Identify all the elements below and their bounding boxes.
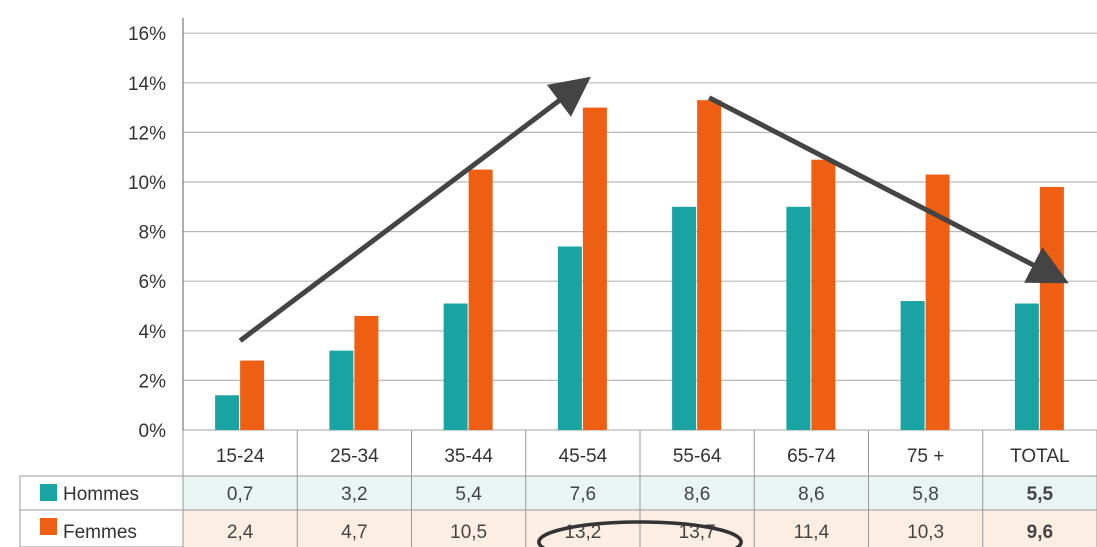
data-label-femmes: 4,7	[341, 522, 367, 543]
bar-hommes-55-64	[672, 206, 697, 430]
x-category-label: 15-24	[216, 446, 265, 467]
bar-femmes-65-74	[811, 159, 836, 430]
bar-hommes-15-24	[215, 395, 240, 430]
data-label-hommes: 0,7	[227, 484, 253, 505]
y-tick-label: 10%	[128, 173, 166, 194]
bar-femmes-total	[1039, 186, 1064, 430]
bar-femmes-15-24	[240, 360, 265, 430]
grid-lines	[182, 18, 1097, 431]
data-label-femmes: 11,4	[794, 522, 830, 543]
y-tick-label: 6%	[139, 272, 167, 293]
data-label-hommes: 5,4	[455, 484, 482, 505]
bar-hommes-75	[900, 301, 925, 430]
x-category-label: 55-64	[673, 446, 722, 467]
bar-hommes-25-34	[329, 350, 354, 430]
bar-hommes-total	[1014, 303, 1039, 430]
y-axis-ticks: 0% 2% 4% 6% 8% 10% 12% 14% 16%	[128, 24, 166, 442]
data-label-femmes: 9,6	[1027, 522, 1053, 543]
bar-femmes-55-64	[697, 100, 722, 430]
legend-swatch-femmes	[40, 518, 57, 535]
x-category-label: 35-44	[444, 446, 493, 467]
annotations	[238, 76, 1069, 547]
legend-swatch-hommes	[40, 484, 57, 501]
data-label-hommes: 8,6	[798, 484, 824, 505]
data-label-hommes: 3,2	[341, 484, 367, 505]
y-tick-label: 4%	[139, 322, 167, 343]
bar-hommes-35-44	[443, 303, 468, 430]
y-tick-label: 12%	[128, 123, 166, 144]
data-label-hommes: 5,5	[1027, 484, 1054, 505]
data-label-femmes: 2,4	[227, 522, 254, 543]
bar-hommes-65-74	[786, 206, 811, 430]
y-tick-label: 0%	[139, 421, 167, 442]
x-category-label: 65-74	[787, 446, 836, 467]
data-label-hommes: 5,8	[912, 484, 938, 505]
trend-arrow	[238, 76, 591, 343]
x-category-label: 25-34	[330, 446, 379, 467]
y-tick-label: 16%	[128, 24, 166, 45]
legend-label-hommes: Hommes	[63, 484, 139, 505]
data-label-femmes: 10,3	[907, 522, 944, 543]
data-table: 15-24 25-34 35-44 45-54 55-64 65-74 75 + TOTAL H…	[19, 430, 1097, 547]
legend-label-femmes: Femmes	[63, 522, 137, 543]
data-label-femmes: 10,5	[450, 522, 487, 543]
x-category-label: 45-54	[559, 446, 608, 467]
x-category-label: TOTAL	[1010, 446, 1069, 467]
data-label-hommes: 8,6	[684, 484, 710, 505]
trend-arrow	[707, 95, 1069, 284]
bars	[215, 100, 1064, 430]
bar-femmes-45-54	[582, 107, 607, 430]
bar-femmes-35-44	[468, 169, 493, 430]
y-tick-label: 14%	[128, 74, 166, 95]
y-tick-label: 8%	[139, 223, 167, 244]
data-label-hommes: 7,6	[570, 484, 596, 505]
x-category-label: 75 +	[907, 446, 945, 467]
highlight-ellipse	[537, 520, 743, 547]
bar-femmes-25-34	[354, 315, 379, 430]
y-tick-label: 2%	[139, 371, 167, 392]
bar-hommes-45-54	[557, 246, 582, 430]
